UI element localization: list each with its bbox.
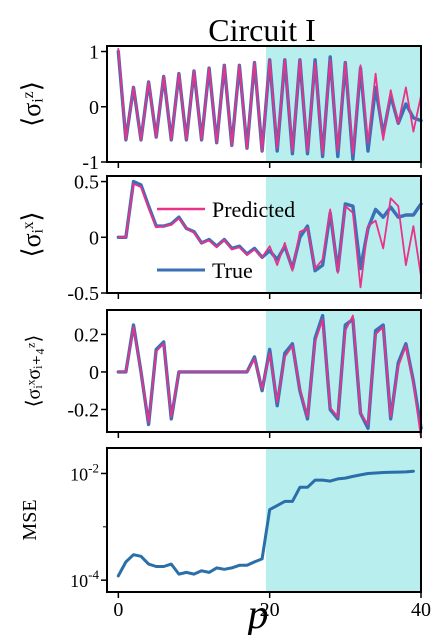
x-tick-label: 20 [260, 599, 280, 621]
y-tick-label: 0 [89, 227, 99, 249]
y-tick-label: -1 [82, 152, 99, 174]
y-tick-label: 10-4 [70, 567, 99, 591]
x-tick-label: 0 [113, 599, 123, 621]
series-line-predicted [117, 47, 422, 155]
axes-frame [106, 447, 422, 593]
series-line-mse [116, 469, 415, 578]
y-axis-label: ⟨σᵢᶻ⟩ [17, 81, 46, 127]
panel-4: 10-4 10-2 0 20 40 MSE [19, 447, 431, 621]
y-tick-label: 0.5 [74, 172, 99, 194]
y-tick-label: 0.2 [74, 324, 99, 346]
series-line-predicted [117, 314, 422, 439]
shaded-region [265, 448, 421, 592]
x-tick-label: 40 [411, 599, 431, 621]
axes-frame [106, 175, 422, 294]
axes-frame [106, 45, 422, 163]
y-axis-label: MSE [19, 499, 41, 540]
y-axis-label: ⟨σᵢˣσᵢ₊₄ᶻ⟩ [23, 335, 45, 408]
y-tick-label: -0.5 [67, 283, 99, 305]
legend-label-predicted: Predicted [212, 197, 295, 222]
panel-3: 0.2 0 -0.2 ⟨σᵢˣσᵢ₊₄ᶻ⟩ [23, 309, 423, 439]
axes-frame [106, 309, 422, 433]
y-tick-label: 0 [89, 362, 99, 384]
figure-title: Circuit I [208, 12, 316, 48]
legend-label-true: True [212, 258, 253, 283]
y-tick-label: 10-2 [70, 460, 99, 484]
panel-1: 1 0 -1 ⟨σᵢᶻ⟩ [17, 42, 423, 174]
y-tick-label: 1 [89, 42, 99, 64]
y-tick-label: -0.2 [67, 399, 99, 421]
panel-2: 0.5 0 -0.5 ⟨σᵢˣ⟩ [17, 172, 423, 305]
legend: Predicted True [157, 197, 295, 283]
y-tick-label: 0 [89, 97, 99, 119]
x-axis-label: p [245, 592, 269, 635]
series-line-predicted [117, 182, 422, 289]
y-axis-label: ⟨σᵢˣ⟩ [17, 211, 46, 257]
